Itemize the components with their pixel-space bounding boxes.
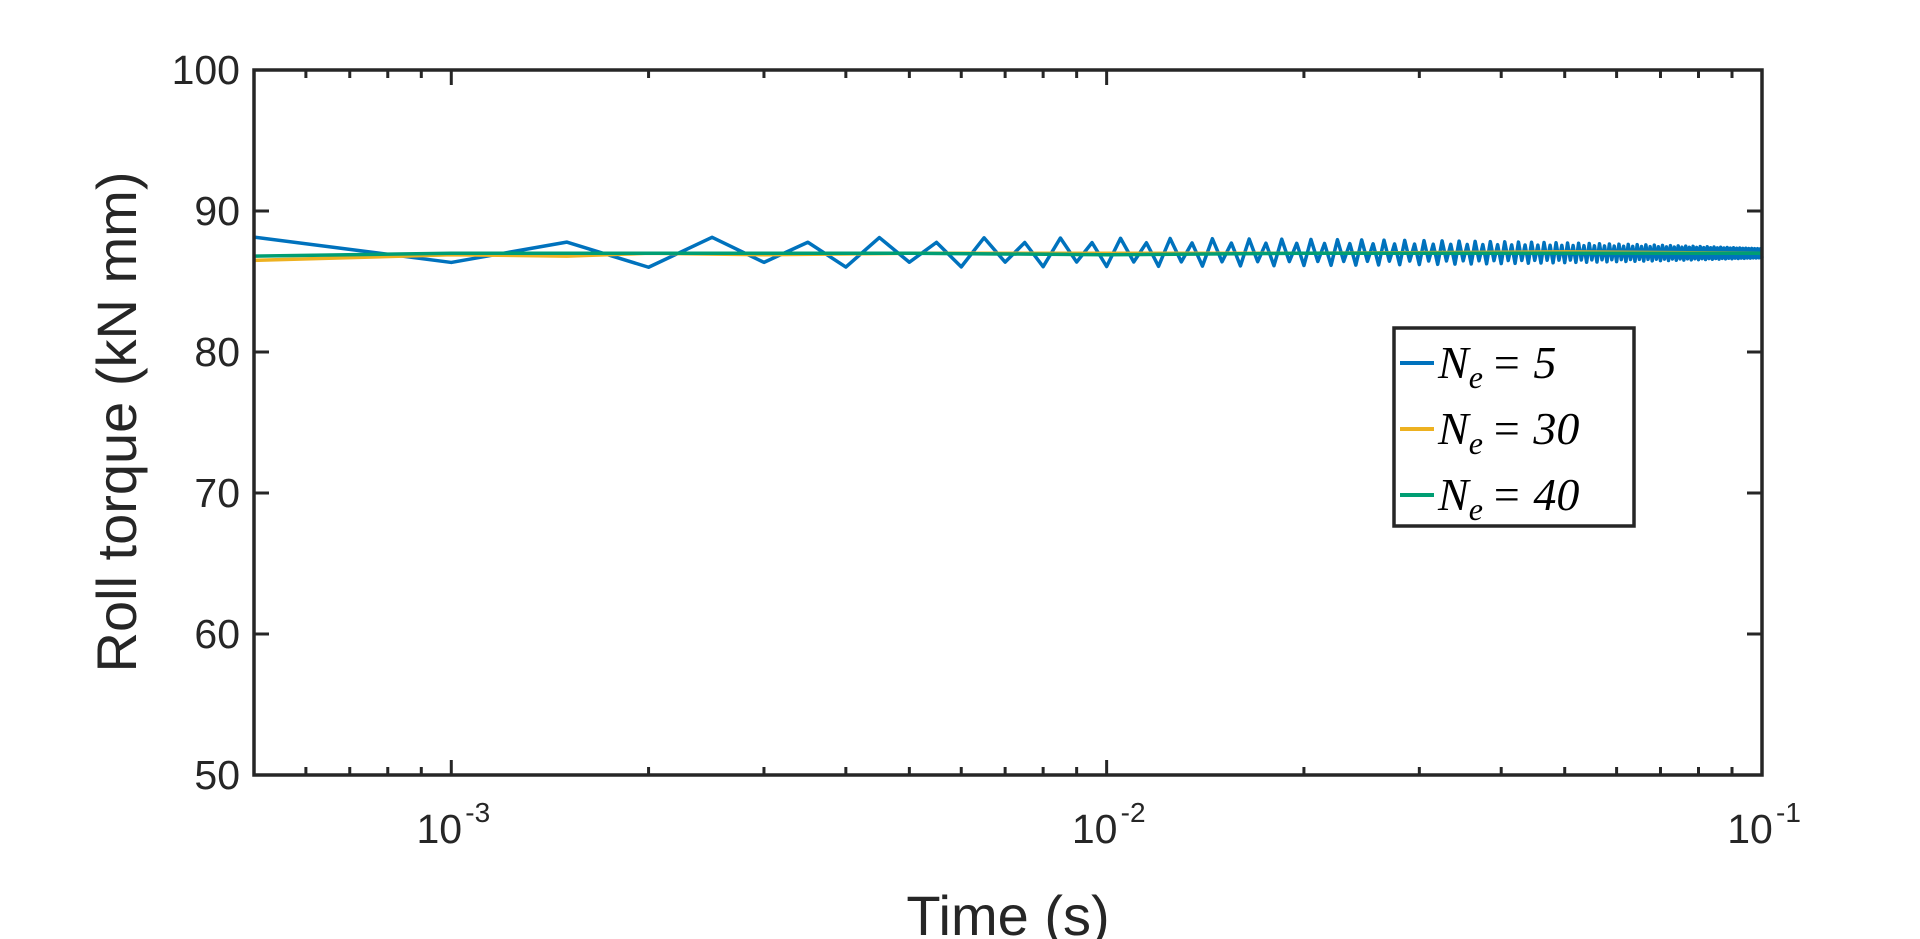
- y-tick-label: 70: [194, 470, 240, 516]
- y-tick-labels: 50 60 70 80 90 100: [172, 47, 240, 798]
- legend-label: Ne = 30: [1437, 403, 1579, 461]
- series-line-3: [253, 251, 1762, 258]
- x-tick-exponent: -2: [1121, 797, 1146, 828]
- x-tick-labels: 10 -3 10 -2 10 -1: [416, 797, 1800, 852]
- y-tick-label: 50: [194, 752, 240, 798]
- y-tick-label: 80: [194, 329, 240, 375]
- x-tick-label: 10: [1072, 806, 1118, 852]
- y-axis-label: Roll torque (kN mm): [85, 172, 148, 673]
- legend-label: Ne = 40: [1437, 469, 1579, 527]
- x-tick-exponent: -3: [465, 797, 490, 828]
- y-tick-label: 90: [194, 188, 240, 234]
- legend: Ne = 5 Ne = 30 Ne = 40: [1392, 326, 1636, 528]
- x-tick-label: 10: [1727, 806, 1773, 852]
- plot-frame: [252, 68, 1764, 777]
- axis-ticks: [252, 68, 1764, 777]
- x-axis-label: Time (s): [906, 884, 1109, 939]
- x-tick-label: 10: [416, 806, 462, 852]
- y-tick-label: 100: [172, 47, 240, 93]
- legend-label: Ne = 5: [1437, 337, 1556, 395]
- y-tick-label: 60: [194, 611, 240, 657]
- legend-entry: Ne = 5: [1400, 337, 1556, 395]
- plot-series: [253, 235, 1764, 269]
- x-tick-exponent: -1: [1776, 797, 1801, 828]
- legend-entry: Ne = 30: [1400, 403, 1579, 461]
- legend-entry: Ne = 40: [1400, 469, 1579, 527]
